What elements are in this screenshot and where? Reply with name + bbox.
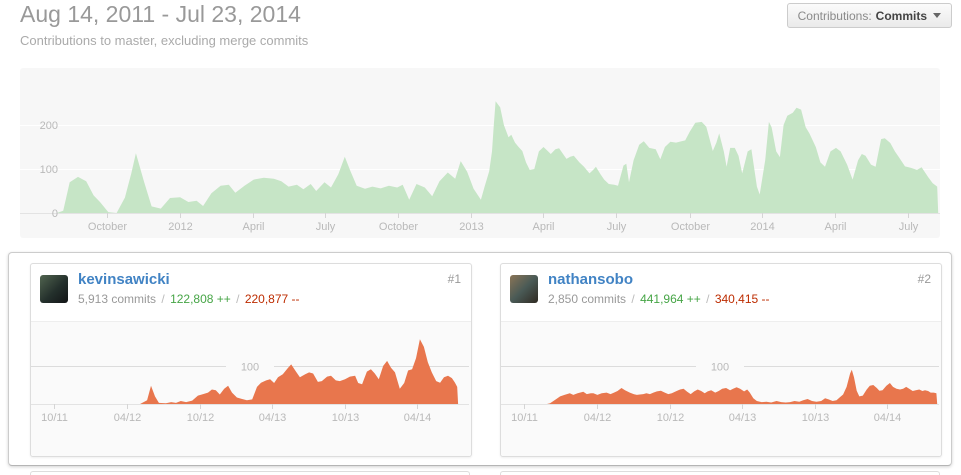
contributor-card: nathansobo #2 2,850 commits / 441,964 ++… <box>500 263 942 457</box>
additions-count: 441,964 ++ <box>640 292 701 306</box>
deletions-count: 220,877 -- <box>244 292 300 306</box>
svg-text:100: 100 <box>40 164 58 176</box>
username-link[interactable]: nathansobo <box>548 271 633 288</box>
svg-text:100: 100 <box>241 362 259 374</box>
contributor-sparkline-panel: 100 10/11 04/12 10/12 04/13 10/13 04/14 <box>31 321 471 456</box>
svg-text:April: April <box>242 221 264 233</box>
filter-value: Commits <box>875 8 927 23</box>
svg-text:200: 200 <box>40 120 58 132</box>
contributor-card: kevinsawicki #1 5,913 commits / 122,808 … <box>30 263 472 457</box>
avatar[interactable] <box>40 275 68 303</box>
contributor-sparkline-chart: 100 10/11 04/12 10/12 04/13 10/13 04/14 <box>501 362 939 424</box>
commit-count: 5,913 commits <box>78 292 157 306</box>
stat-separator: / <box>236 292 240 306</box>
stat-separator: / <box>631 292 635 306</box>
svg-text:100: 100 <box>711 362 729 374</box>
commit-count: 2,850 commits <box>548 292 627 306</box>
svg-text:July: July <box>607 221 627 233</box>
username-link[interactable]: kevinsawicki <box>78 271 170 288</box>
svg-text:04/13: 04/13 <box>259 412 287 424</box>
contributor-cards-panel: kevinsawicki #1 5,913 commits / 122,808 … <box>8 252 952 466</box>
svg-text:July: July <box>316 221 336 233</box>
svg-text:October: October <box>379 221 418 233</box>
next-row-card-stub <box>500 471 940 475</box>
svg-text:October: October <box>671 221 710 233</box>
svg-text:04/14: 04/14 <box>404 412 432 424</box>
svg-text:2012: 2012 <box>168 221 192 233</box>
svg-text:0: 0 <box>52 208 58 220</box>
contributions-filter-button[interactable]: Contributions: Commits <box>786 3 952 28</box>
contribution-stats: 5,913 commits / 122,808 ++ / 220,877 -- <box>78 292 300 306</box>
svg-text:10/11: 10/11 <box>41 412 68 424</box>
overview-area-chart: October 2012 April July October 2013 April July… <box>20 101 940 233</box>
svg-text:April: April <box>824 221 846 233</box>
stat-separator: / <box>161 292 165 306</box>
filter-label: Contributions: <box>797 8 872 23</box>
svg-text:10/13: 10/13 <box>332 412 360 424</box>
caret-down-icon <box>933 13 941 18</box>
avatar[interactable] <box>510 275 538 303</box>
card-header: kevinsawicki #1 5,913 commits / 122,808 … <box>31 264 471 321</box>
deletions-count: 340,415 -- <box>714 292 770 306</box>
svg-text:2014: 2014 <box>750 221 774 233</box>
contribution-stats: 2,850 commits / 441,964 ++ / 340,415 -- <box>548 292 770 306</box>
svg-text:2013: 2013 <box>459 221 483 233</box>
svg-text:04/12: 04/12 <box>114 412 142 424</box>
additions-count: 122,808 ++ <box>170 292 231 306</box>
svg-text:July: July <box>899 221 919 233</box>
svg-text:10/11: 10/11 <box>511 412 538 424</box>
rank-badge: #1 <box>447 272 461 286</box>
page-title: Aug 14, 2011 - Jul 23, 2014 <box>20 1 301 27</box>
overview-chart-panel: October 2012 April July October 2013 April July… <box>20 68 940 238</box>
next-row-card-stub <box>30 471 470 475</box>
svg-text:04/14: 04/14 <box>874 412 902 424</box>
svg-text:10/12: 10/12 <box>187 412 215 424</box>
rank-badge: #2 <box>917 272 931 286</box>
svg-text:10/13: 10/13 <box>802 412 830 424</box>
page-subtitle: Contributions to master, excluding merge… <box>20 33 309 48</box>
svg-text:April: April <box>532 221 554 233</box>
stat-separator: / <box>706 292 710 306</box>
svg-text:04/13: 04/13 <box>729 412 757 424</box>
svg-text:04/12: 04/12 <box>584 412 612 424</box>
svg-text:10/12: 10/12 <box>657 412 685 424</box>
contributor-sparkline-chart: 100 10/11 04/12 10/12 04/13 10/13 04/14 <box>31 339 469 424</box>
contributor-sparkline-panel: 100 10/11 04/12 10/12 04/13 10/13 04/14 <box>501 321 941 456</box>
card-header: nathansobo #2 2,850 commits / 441,964 ++… <box>501 264 941 321</box>
svg-text:October: October <box>88 221 127 233</box>
